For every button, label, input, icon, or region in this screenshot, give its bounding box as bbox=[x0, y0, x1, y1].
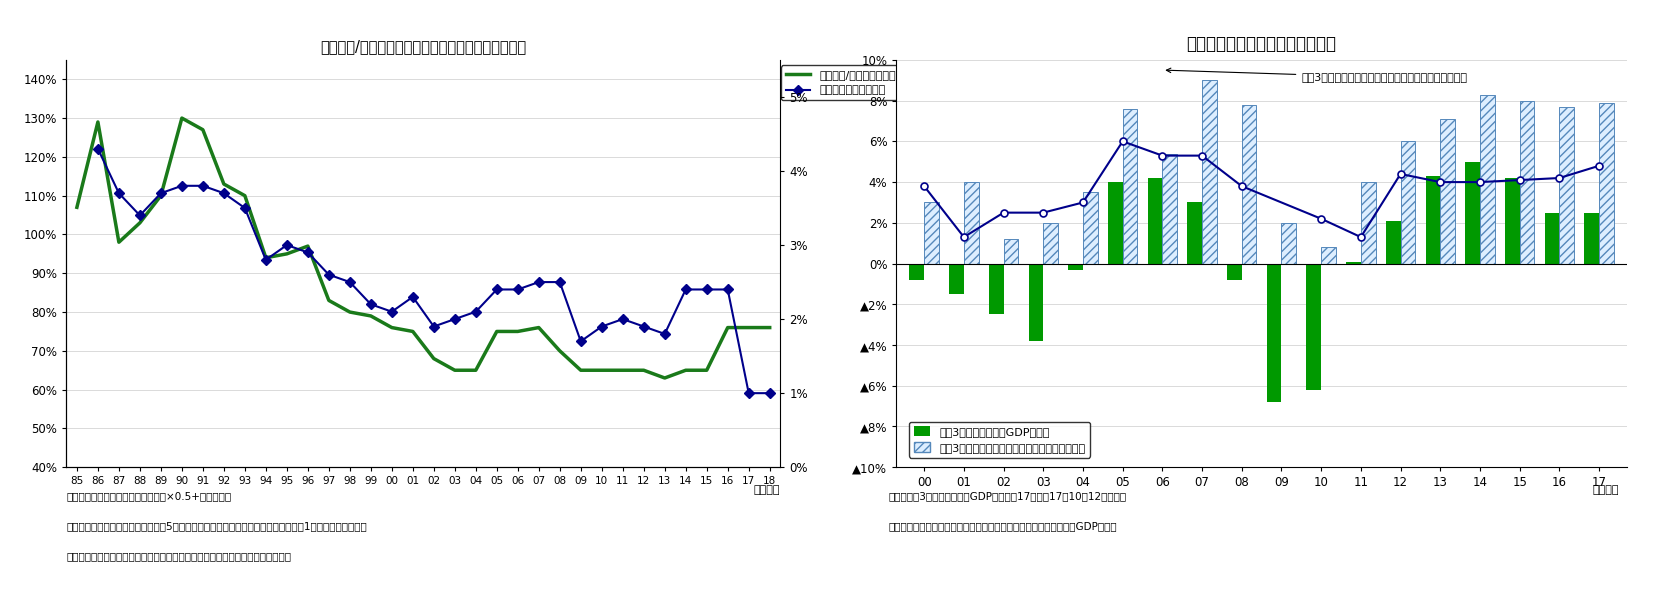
Text: （資料）内閣府「企業行動に関するアンケート調査」、「四半期別GDP速報」: （資料）内閣府「企業行動に関するアンケート調査」、「四半期別GDP速報」 bbox=[888, 521, 1117, 531]
Bar bbox=[1321, 247, 1336, 264]
Bar bbox=[950, 264, 964, 294]
Legend: 設備投資/キャッシュフロー比率（左目盛）, 期待成長率（右目盛）: 設備投資/キャッシュフロー比率（左目盛）, 期待成長率（右目盛） bbox=[782, 65, 953, 100]
Bar bbox=[1506, 178, 1519, 264]
Bar bbox=[1599, 102, 1614, 264]
Bar bbox=[1519, 101, 1534, 264]
Legend: 過去3年間の増減率（GDP統計）, 過去3年間の増減率（企業行動アンケート調査）: 過去3年間の増減率（GDP統計）, 過去3年間の増減率（企業行動アンケート調査） bbox=[910, 422, 1091, 458]
Title: 設備投資（名目）の実績と見通し: 設備投資（名目）の実績と見通し bbox=[1187, 35, 1336, 53]
Text: （注）キャッシュフロー＝経常利益×0.5+減価償却費: （注）キャッシュフロー＝経常利益×0.5+減価償却費 bbox=[66, 491, 231, 501]
Bar bbox=[1029, 264, 1042, 341]
Bar bbox=[1386, 221, 1401, 264]
Text: 今後3年間の増減率見通し（企業行動アンケート調査）: 今後3年間の増減率見通し（企業行動アンケート調査） bbox=[1167, 68, 1467, 82]
Title: 設備投資/キャッシュフロー比率と期待成長率の関係: 設備投資/キャッシュフロー比率と期待成長率の関係 bbox=[320, 40, 526, 55]
Text: （年度）: （年度） bbox=[1592, 485, 1618, 495]
Text: （資料）財務省「法人企業統計」、内閣府「企業行動に関するアンケート調査」: （資料）財務省「法人企業統計」、内閣府「企業行動に関するアンケート調査」 bbox=[66, 551, 292, 561]
Bar bbox=[1544, 213, 1559, 264]
Bar bbox=[1004, 239, 1018, 264]
Text: （注）過去3年間の増減率（GDP統計）の17年度は17年10～12月期まで: （注）過去3年間の増減率（GDP統計）の17年度は17年10～12月期まで bbox=[888, 491, 1125, 501]
Bar bbox=[1147, 178, 1162, 264]
Bar bbox=[1162, 153, 1177, 264]
Bar bbox=[1466, 162, 1481, 264]
Bar bbox=[1227, 264, 1242, 280]
Bar bbox=[1426, 176, 1441, 264]
Bar bbox=[1202, 80, 1217, 264]
Bar bbox=[1282, 223, 1296, 264]
Bar bbox=[1042, 223, 1057, 264]
Bar bbox=[925, 202, 940, 264]
Text: （年度）: （年度） bbox=[754, 485, 780, 495]
Bar bbox=[1267, 264, 1282, 402]
Bar bbox=[989, 264, 1004, 314]
Bar bbox=[1082, 192, 1097, 264]
Bar bbox=[1346, 262, 1361, 264]
Bar bbox=[1441, 119, 1454, 264]
Bar bbox=[1187, 202, 1202, 264]
Bar bbox=[964, 182, 979, 264]
Bar bbox=[1306, 264, 1321, 390]
Bar bbox=[910, 264, 925, 280]
Bar bbox=[1584, 213, 1599, 264]
Bar bbox=[1242, 105, 1257, 264]
Bar bbox=[1559, 107, 1574, 264]
Bar bbox=[1481, 95, 1494, 264]
Bar bbox=[1069, 264, 1082, 270]
Bar bbox=[1107, 182, 1122, 264]
Text: 期待成長率は企業による今後5年間の実質経済成長率見通し、当該年度直前の1月時点の調査による: 期待成長率は企業による今後5年間の実質経済成長率見通し、当該年度直前の1月時点の… bbox=[66, 521, 367, 531]
Bar bbox=[1361, 182, 1376, 264]
Bar bbox=[1401, 141, 1416, 264]
Bar bbox=[1122, 109, 1137, 264]
